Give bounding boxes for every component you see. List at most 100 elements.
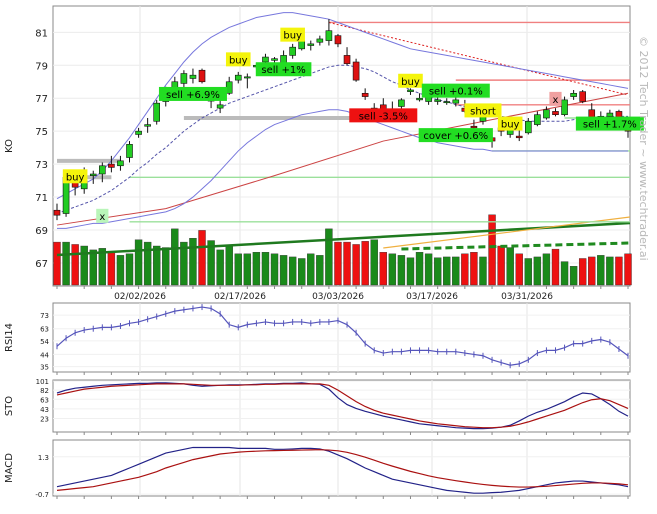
price-candle [352,61,360,81]
price-candle [117,160,124,167]
x-tick-label: 02/17/2026 [214,292,266,302]
volume-bar [125,253,134,286]
macd-panel: 1.3 -0.7 MACD [4,439,631,499]
stochastic-panel-series-line [56,383,629,429]
volume-bar [406,257,415,286]
x-tick-label: 02/02/2026 [114,292,166,302]
rsi-panel-y-tick-label: 63 [40,326,49,334]
volume-bar [424,253,433,286]
volume-bar [116,255,125,286]
volume-bar [397,255,406,286]
volume-bar [597,255,605,286]
price-candle [244,76,251,79]
volume-bar [551,248,560,286]
price-candle [53,209,61,216]
price-candle [216,104,224,109]
price-y-tick-label: 67 [35,259,48,270]
volume-bar [189,237,197,286]
rsi-panel-series-line [56,306,629,366]
volume-bar [533,256,542,286]
bollinger-mid [56,64,628,214]
signal-box [421,83,490,98]
bollinger-upper [56,12,629,200]
bollinger-lower [57,109,628,229]
volume-bar [180,241,188,286]
volume-bar [325,228,333,286]
signal-box [349,108,418,123]
signal-box [497,116,523,131]
price-candle [135,130,142,135]
stochastic-panel-frame [52,379,631,433]
price-candle [108,163,115,168]
price-candle [416,97,423,101]
stochastic-panel-y-tick-label: 63 [40,396,49,404]
volume-bar [452,256,460,286]
price-y-tick-label: 71 [35,193,48,204]
volume-bar [488,214,496,286]
volume-bar [279,255,288,286]
rsi-panel: 73 63 54 44 35 RSI14 [4,302,631,375]
price-y-tick-label: 77 [35,94,48,105]
volume-bar [506,247,514,286]
price-candle [289,46,296,56]
volume-bar [107,252,116,286]
price-candle [543,109,550,119]
price-candle [271,58,278,61]
price-candle [452,99,460,104]
price-candle [561,99,568,116]
price-candle [534,114,541,125]
price-y-tick-label: 75 [35,127,48,138]
price-candle [570,92,577,97]
price-candle [262,56,269,63]
price-candle [180,73,188,84]
volume-bar [524,258,533,286]
stochastic-panel-y-tick-label: 43 [40,406,49,414]
macd-panel-y-axis-label: MACD [4,453,15,483]
volume-bar [515,253,523,286]
volume-bar [443,256,451,286]
rsi-panel-frame [52,302,631,373]
macd-panel-y-tick-label: -0.7 [35,491,49,499]
volume-bar [152,245,161,286]
macd-panel-series-line [56,449,629,491]
signal-box [464,103,502,118]
price-candle [89,173,97,176]
volume-bar [569,266,578,286]
volume-bar [171,228,179,286]
volume-bar [134,239,143,286]
volume-bar [560,261,569,286]
signal-label: short [470,106,496,117]
price-candle [189,74,197,79]
signal-label: sell +6.9% [166,90,220,101]
x-tick-label: 03/17/2026 [406,292,458,302]
macd-panel-series-line [56,446,629,494]
price-y-tick-label: 69 [35,226,48,237]
volume-bar [89,249,97,286]
volume-bar [270,253,279,286]
volume-trend-dashed [401,241,631,251]
volume-bar [370,239,378,286]
signal-label: cover +0.6% [423,131,488,142]
rsi-panel-y-tick-label: 35 [40,364,49,372]
volume-bar [71,244,79,286]
volume-bar [334,241,342,286]
signal-label: sell +0.1% [429,87,483,98]
signal-box [549,91,562,106]
volume-bar [578,258,587,286]
volume-bar [53,241,61,286]
volume-bar [588,256,596,286]
signal-label: x [553,95,559,106]
volume-bar [379,252,387,286]
signal-label: buy [283,31,302,42]
rsi-panel-y-tick-label: 54 [40,338,49,346]
price-candle [579,91,586,102]
signal-box [255,62,312,77]
price-candle [234,74,242,81]
price-candle [606,112,614,117]
price-y-tick-label: 73 [35,160,48,171]
signal-label: sell +1% [261,65,305,76]
downtrend-line [328,21,629,96]
rsi-panel-y-tick-label: 44 [40,351,49,359]
